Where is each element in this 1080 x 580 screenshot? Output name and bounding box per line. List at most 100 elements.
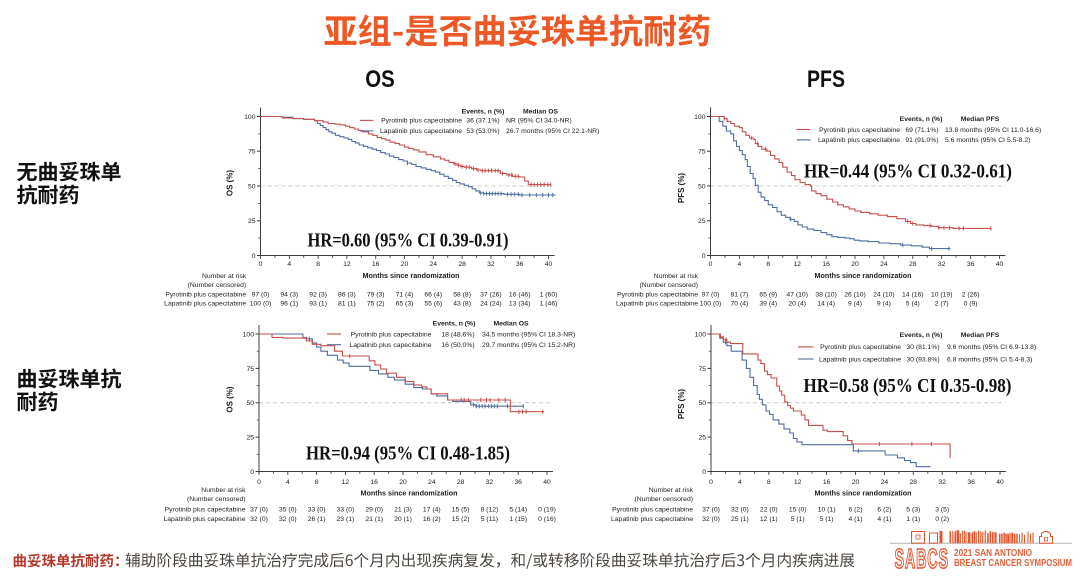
- svg-text:Pyrotinib plus capecitabine: Pyrotinib plus capecitabine: [820, 344, 901, 351]
- svg-text:92 (3): 92 (3): [309, 291, 327, 298]
- svg-text:Pyrotinib plus capecitabine: Pyrotinib plus capecitabine: [381, 118, 462, 125]
- svg-text:17 (4): 17 (4): [423, 507, 441, 514]
- svg-text:20: 20: [399, 479, 407, 486]
- svg-text:(Number censored): (Number censored): [639, 282, 698, 289]
- svg-text:5 (11): 5 (11): [481, 516, 498, 523]
- svg-text:NR (95% CI 34.0-NR): NR (95% CI 34.0-NR): [506, 118, 572, 125]
- svg-text:OS (%): OS (%): [226, 170, 235, 197]
- svg-text:36: 36: [516, 261, 524, 268]
- svg-text:18 (48.6%): 18 (48.6%): [441, 331, 474, 338]
- svg-text:4 (1): 4 (1): [877, 516, 891, 523]
- svg-text:70 (4): 70 (4): [731, 301, 749, 308]
- svg-text:36 (37.1%): 36 (37.1%): [466, 118, 499, 125]
- svg-text:Lapatinib plus capecitabine: Lapatinib plus capecitabine: [611, 516, 693, 523]
- svg-text:50: 50: [698, 183, 706, 190]
- svg-text:0 (19): 0 (19): [538, 507, 556, 514]
- svg-text:SABCS: SABCS: [895, 543, 949, 574]
- svg-text:28: 28: [909, 261, 917, 268]
- svg-text:75: 75: [246, 366, 254, 373]
- svg-text:16: 16: [822, 261, 830, 268]
- svg-text:37 (0): 37 (0): [250, 507, 268, 514]
- svg-text:10 (19): 10 (19): [931, 291, 953, 298]
- svg-text:40: 40: [996, 261, 1004, 268]
- svg-text:Months since randomization: Months since randomization: [362, 271, 459, 280]
- svg-text:20: 20: [401, 261, 409, 268]
- svg-text:40: 40: [545, 261, 553, 268]
- svg-text:4: 4: [738, 261, 742, 268]
- svg-text:15 (2): 15 (2): [452, 516, 470, 523]
- svg-text:21 (1): 21 (1): [365, 516, 383, 523]
- svg-text:100 (0): 100 (0): [700, 301, 722, 308]
- svg-text:20 (4): 20 (4): [788, 301, 806, 308]
- svg-text:HR=0.94 (95% CI 0.48-1.85): HR=0.94 (95% CI 0.48-1.85): [306, 443, 510, 465]
- svg-text:Pyrotinib plus capecitabine: Pyrotinib plus capecitabine: [351, 331, 432, 338]
- svg-text:0: 0: [702, 253, 706, 260]
- svg-text:1 (60): 1 (60): [540, 291, 558, 298]
- svg-text:0: 0: [702, 469, 706, 476]
- svg-text:36: 36: [967, 479, 975, 486]
- svg-text:69 (71.1%): 69 (71.1%): [905, 127, 938, 134]
- svg-text:0: 0: [259, 261, 263, 268]
- svg-text:OS: OS: [365, 66, 395, 93]
- svg-text:Lapatinib plus capecitabine: Lapatinib plus capecitabine: [163, 516, 245, 523]
- svg-text:9.6 months (95% CI 6.9-13.8): 9.6 months (95% CI 6.9-13.8): [947, 344, 1036, 351]
- svg-text:20: 20: [852, 479, 860, 486]
- svg-text:Median OS: Median OS: [493, 321, 529, 328]
- svg-text:9 (4): 9 (4): [848, 301, 862, 308]
- svg-text:43 (8): 43 (8): [453, 301, 471, 308]
- svg-text:0: 0: [709, 479, 713, 486]
- svg-text:100 (0): 100 (0): [250, 301, 272, 308]
- svg-text:25: 25: [698, 218, 706, 225]
- svg-text:35 (0): 35 (0): [279, 507, 297, 514]
- svg-text:24: 24: [880, 261, 888, 268]
- svg-text:26 (1): 26 (1): [308, 516, 326, 523]
- svg-text:Lapatinib plus capecitabine: Lapatinib plus capecitabine: [380, 128, 462, 135]
- svg-text:PFS (%): PFS (%): [677, 173, 686, 204]
- svg-text:66 (4): 66 (4): [424, 291, 442, 298]
- svg-text:2 (26): 2 (26): [962, 291, 980, 298]
- svg-text:32 (0): 32 (0): [250, 516, 268, 523]
- svg-text:32: 32: [487, 261, 495, 268]
- svg-text:75: 75: [698, 149, 706, 156]
- svg-text:75: 75: [248, 149, 256, 156]
- svg-text:16: 16: [823, 479, 831, 486]
- svg-text:93 (1): 93 (1): [309, 301, 327, 308]
- svg-text:Lapatinib plus capecitabine: Lapatinib plus capecitabine: [818, 137, 900, 144]
- svg-text:55 (6): 55 (6): [424, 301, 442, 308]
- svg-text:91 (91.0%): 91 (91.0%): [905, 137, 938, 144]
- svg-text:32: 32: [486, 479, 494, 486]
- svg-text:50: 50: [246, 400, 254, 407]
- svg-text:75: 75: [698, 366, 706, 373]
- svg-text:5 (1): 5 (1): [791, 516, 805, 523]
- svg-text:21 (3): 21 (3): [394, 507, 412, 514]
- svg-text:6 (2): 6 (2): [849, 507, 863, 514]
- svg-text:58 (8): 58 (8): [453, 291, 471, 298]
- svg-text:6 (2): 6 (2): [877, 507, 891, 514]
- svg-text:34.5 months (95% CI 18.3-NR): 34.5 months (95% CI 18.3-NR): [482, 331, 575, 338]
- svg-text:100: 100: [243, 331, 255, 338]
- svg-text:4: 4: [738, 479, 742, 486]
- svg-text:100: 100: [695, 331, 707, 338]
- svg-text:37 (26): 37 (26): [480, 291, 502, 298]
- svg-text:(Number censored): (Number censored): [188, 282, 247, 289]
- svg-text:Number at risk: Number at risk: [201, 487, 246, 494]
- svg-text:0 (9): 0 (9): [964, 301, 978, 308]
- svg-text:65 (9): 65 (9): [759, 291, 777, 298]
- svg-text:24: 24: [430, 261, 438, 268]
- svg-text:12: 12: [793, 261, 801, 268]
- svg-text:26 (10): 26 (10): [844, 291, 866, 298]
- svg-text:Pyrotinib plus capecitabine: Pyrotinib plus capecitabine: [612, 507, 693, 514]
- svg-text:5 (4): 5 (4): [906, 301, 920, 308]
- svg-text:4 (1): 4 (1): [849, 516, 863, 523]
- svg-text:25: 25: [248, 218, 256, 225]
- svg-text:Events, n (%): Events, n (%): [900, 116, 943, 123]
- svg-text:29.7 months (95% CI 15.2-NR): 29.7 months (95% CI 15.2-NR): [482, 342, 575, 349]
- svg-text:14 (4): 14 (4): [817, 301, 835, 308]
- svg-text:25: 25: [698, 435, 706, 442]
- svg-text:8 (12): 8 (12): [481, 507, 499, 514]
- svg-text:32: 32: [938, 479, 946, 486]
- svg-text:5 (3): 5 (3): [906, 507, 920, 514]
- svg-text:12: 12: [794, 479, 802, 486]
- svg-text:36: 36: [967, 261, 975, 268]
- svg-text:HR=0.44 (95% CI 0.32-0.61): HR=0.44 (95% CI 0.32-0.61): [804, 161, 1012, 183]
